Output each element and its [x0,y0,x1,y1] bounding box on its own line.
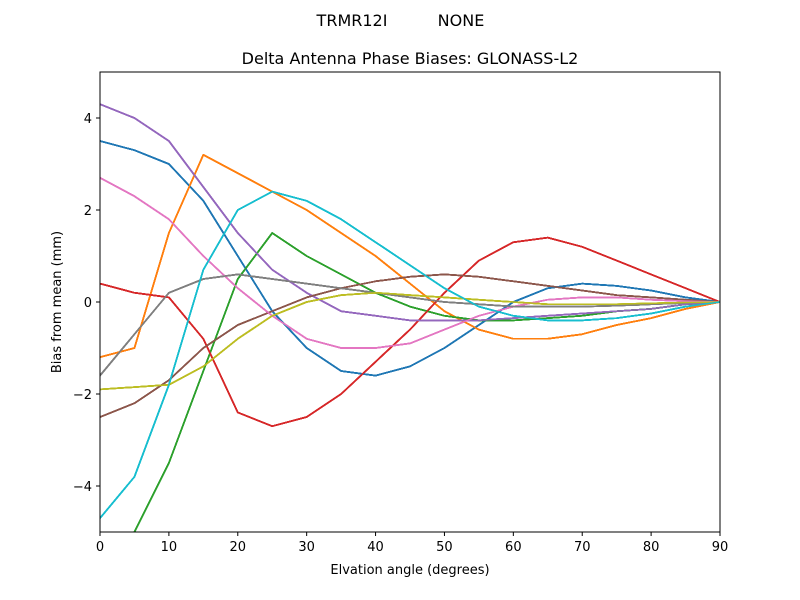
series-line [133,232,720,532]
series-line [100,177,720,349]
series-line [100,190,720,519]
x-tick-label: 70 [574,540,591,555]
series-line [100,140,720,377]
y-axis-label: Bias from mean (mm) [50,231,65,373]
x-tick-label: 10 [161,540,178,555]
series-line [133,232,720,532]
series-line [100,273,720,418]
y-tick-label: −2 [73,388,92,403]
x-tick-label: 30 [298,540,315,555]
series-line [100,140,720,377]
series-line [133,232,720,532]
suptitle-left: TRMR12I [316,11,388,30]
series-line [133,232,720,532]
series-line [133,232,720,532]
series-line [100,292,720,391]
series-line [133,232,720,532]
x-tick-label: 20 [230,540,247,555]
series-line [100,140,720,377]
x-tick-label: 60 [505,540,522,555]
series-line [100,140,720,377]
series-line [100,190,720,519]
series-line [100,273,720,377]
series-line [100,103,720,322]
suptitle-right: NONE [438,11,485,30]
x-axis-label: Elvation angle (degrees) [330,563,489,578]
series-line [100,140,720,377]
x-axis-ticks: 0 10 20 30 40 50 60 70 80 90 [96,532,728,555]
x-tick-label: 80 [643,540,660,555]
series-line [100,273,720,377]
series-line [100,273,720,377]
series-line [100,154,720,358]
x-tick-label: 50 [436,540,453,555]
series-line [100,273,720,377]
series-line [100,236,720,427]
y-tick-label: 4 [84,112,92,127]
series-line [100,190,720,519]
x-tick-label: 0 [96,540,104,555]
series-line [100,140,720,377]
series-line [100,273,720,377]
series-layer [100,103,720,532]
x-tick-label: 90 [712,540,729,555]
series-line [100,273,720,377]
series-line [100,140,720,377]
y-axis-ticks: −4 −2 0 2 4 [73,112,100,495]
series-line [100,190,720,519]
series-line [100,190,720,519]
x-tick-label: 40 [367,540,384,555]
series-line [100,273,720,377]
series-line [133,232,720,532]
y-tick-label: 2 [84,204,92,219]
series-line [100,190,720,519]
series-line [100,140,720,377]
y-tick-label: 0 [84,296,92,311]
chart-title: Delta Antenna Phase Biases: GLONASS-L2 [242,49,579,68]
series-line [100,190,720,519]
series-line [100,273,720,377]
series-line [100,190,720,519]
series-line [133,232,720,532]
y-tick-label: −4 [73,480,92,495]
